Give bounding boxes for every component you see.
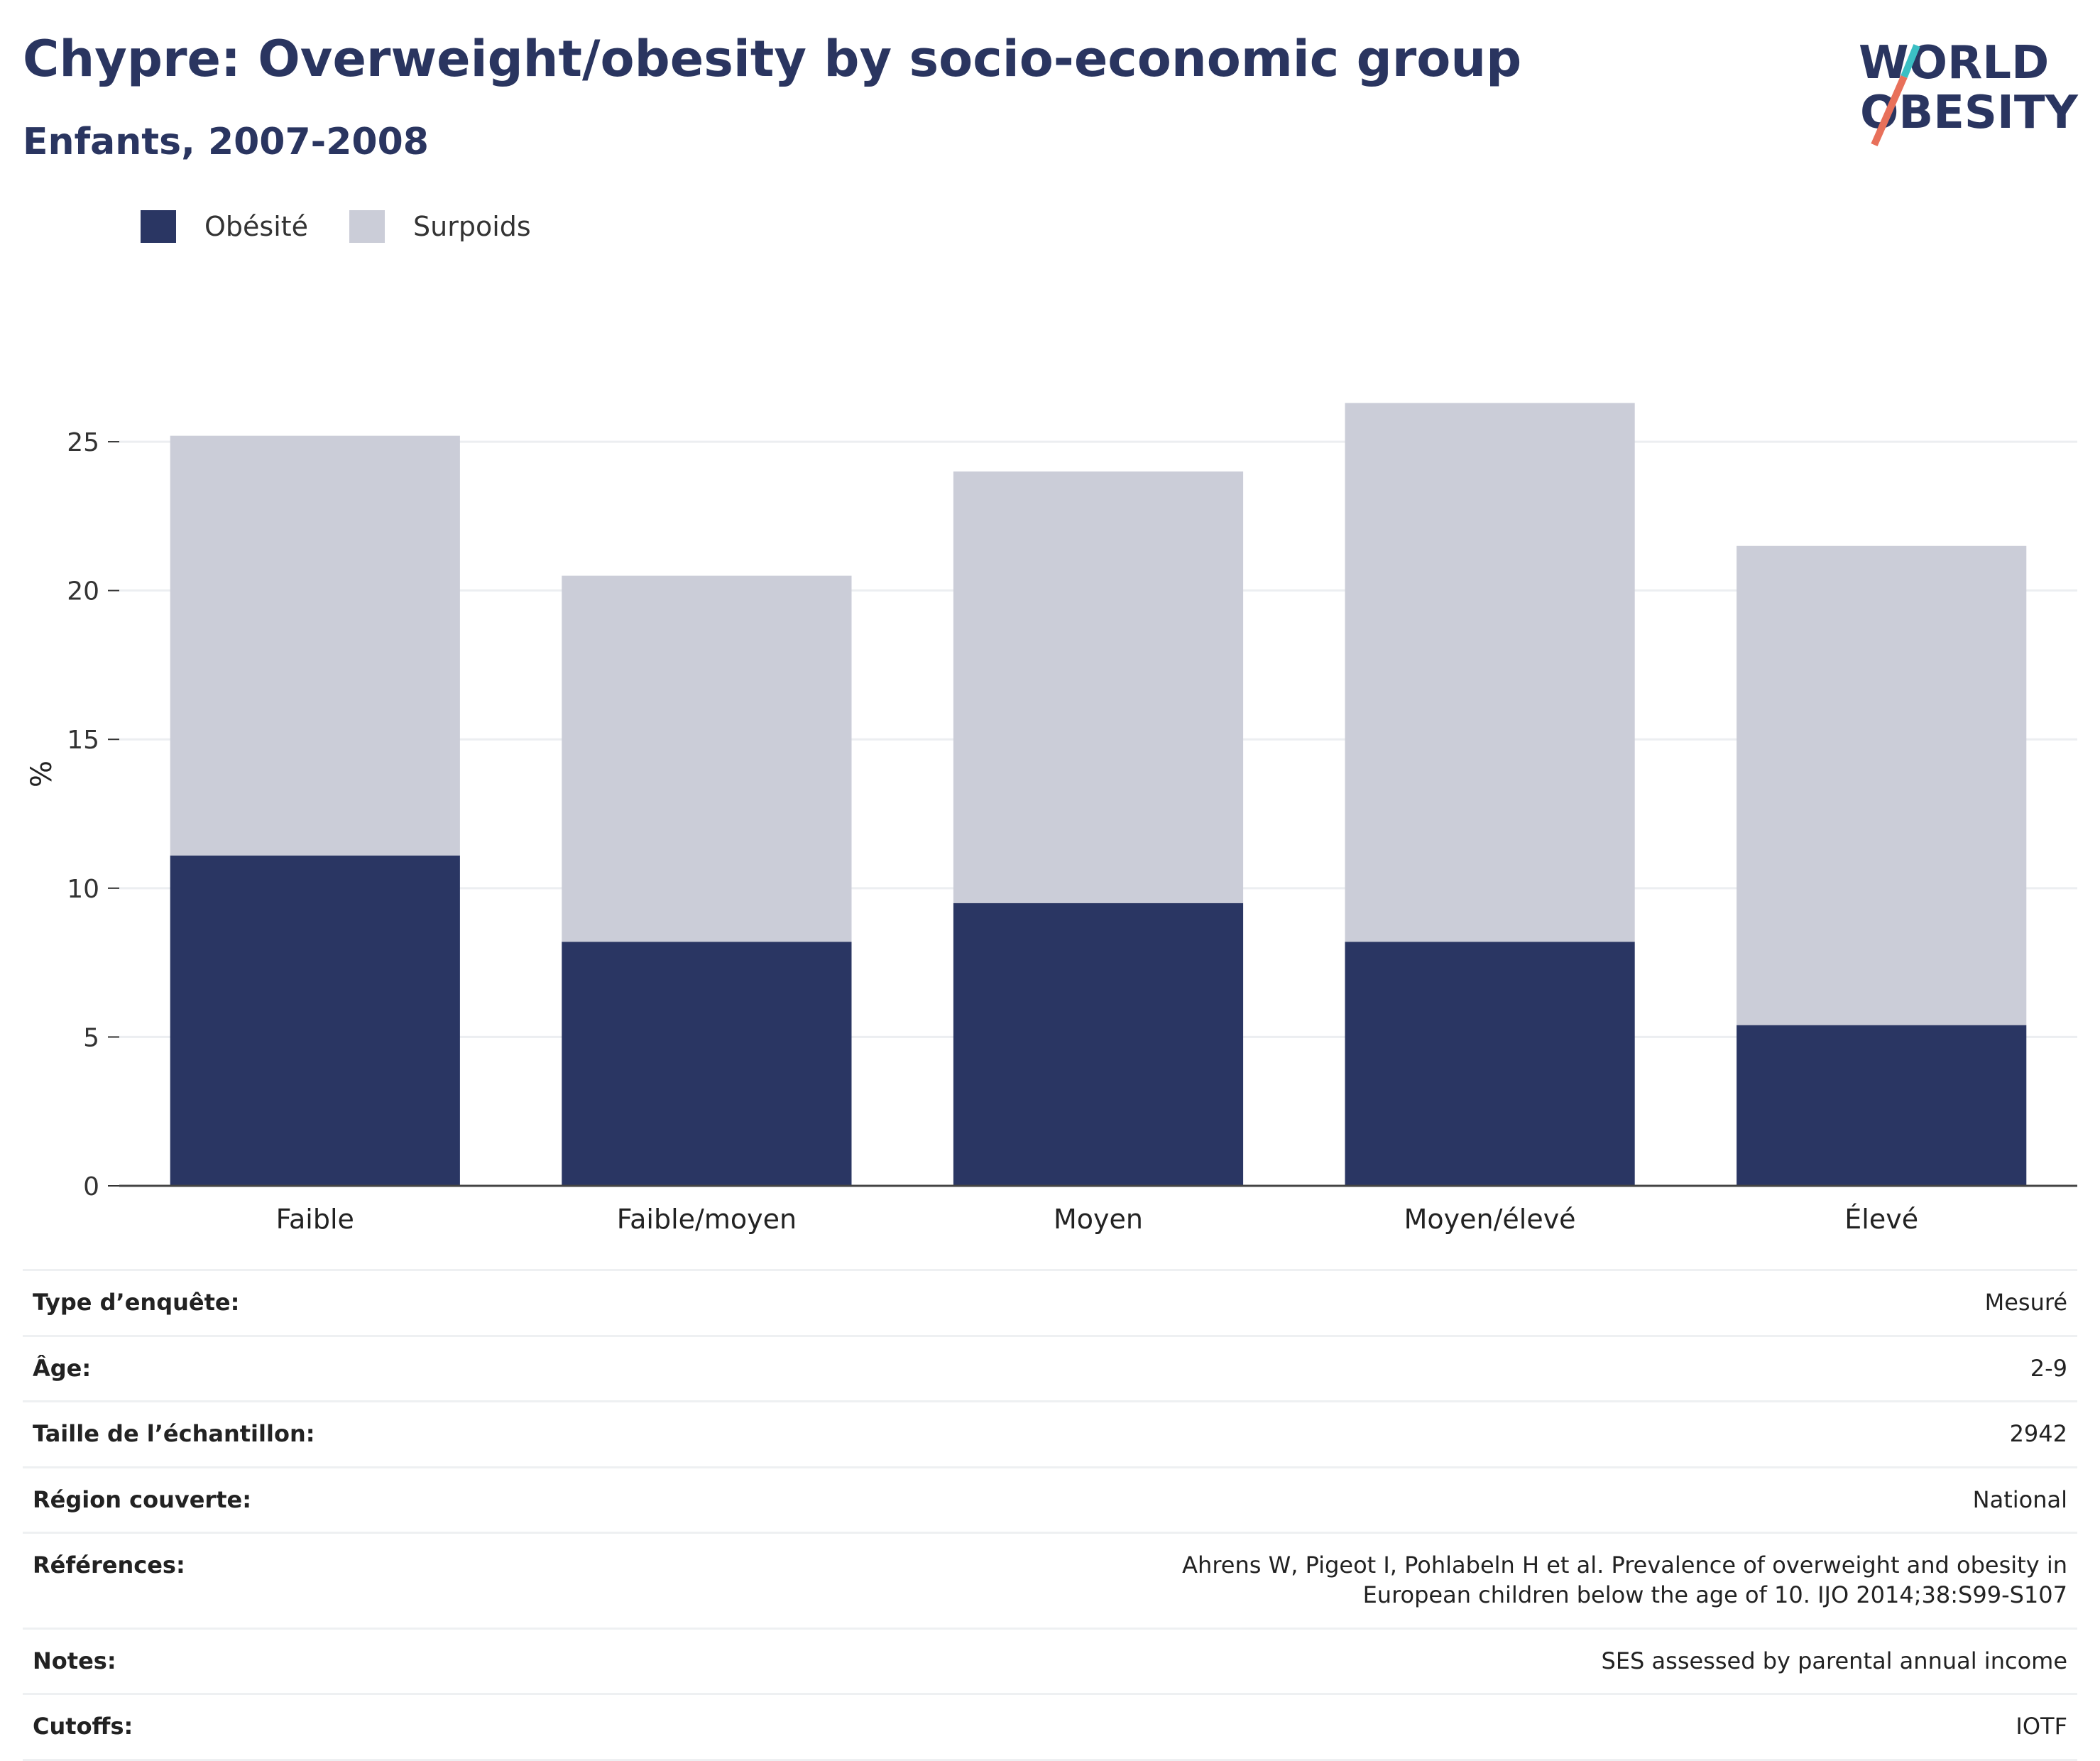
x-category-label: Élevé [1844,1204,1918,1235]
legend-swatch-overweight [349,210,385,243]
bar-chart: 0 5 10 15 20 25 Faible Faible/moyen Moyen Moyen/… [26,403,2077,1235]
x-category-label: Moyen/élevé [1404,1204,1576,1235]
bar-overweight-2[interactable] [953,471,1244,903]
bar-obesity-1[interactable] [562,942,852,1186]
details-label: Âge: [23,1334,469,1402]
y-tick-label: 15 [67,726,99,755]
y-tick-label: 20 [67,577,99,606]
details-label: Cutoffs: [23,1693,469,1761]
legend-swatch-obesity [141,210,176,243]
details-row: Taille de l’échantillon: 2942 [23,1400,2077,1468]
bar-overweight-4[interactable] [1737,545,2027,1025]
details-row: Notes: SES assessed by parental annual in… [23,1627,2077,1694]
y-tick-label: 5 [83,1023,99,1052]
details-value: National [469,1466,2077,1533]
y-axis-title: % [26,760,58,787]
details-row: Âge: 2-9 [23,1334,2077,1402]
x-axis-labels: Faible Faible/moyen Moyen Moyen/élevé Élevé [276,1204,1918,1235]
details-value: Ahrens W, Pigeot I, Pohlabeln H et al. P… [469,1532,2077,1629]
details-row: Cutoffs: IOTF [23,1693,2077,1761]
legend-label-overweight: Surpoids [413,211,531,242]
details-label: Type d’enquête: [23,1269,469,1336]
legend-label-obesity: Obésité [204,211,309,242]
details-label: Région couverte: [23,1466,469,1533]
bar-overweight-1[interactable] [562,575,852,942]
details-label: Références: [23,1532,469,1629]
details-label: Notes: [23,1627,469,1694]
y-axis-ticks: 0 5 10 15 20 25 [67,428,2077,1201]
chart-subtitle: Enfants, 2007-2008 [23,121,429,163]
details-row: Références: Ahrens W, Pigeot I, Pohlabeln… [23,1532,2077,1629]
bars [170,403,2027,1186]
chart-title: Chypre: Overweight/obesity by socio-econ… [23,30,1522,88]
logo-line1: WORLD [1859,37,2049,89]
y-tick-label: 0 [83,1172,99,1201]
details-label: Taille de l’échantillon: [23,1400,469,1468]
details-value: SES assessed by parental annual income [469,1627,2077,1694]
bar-overweight-3[interactable] [1345,403,1635,942]
bar-obesity-3[interactable] [1345,942,1635,1186]
logo-slash-top [1901,44,1920,78]
legend: Obésité Surpoids [141,210,572,243]
legend-item-overweight[interactable]: Surpoids [349,210,531,243]
y-tick-label: 25 [67,428,99,457]
x-category-label: Faible/moyen [617,1204,797,1235]
details-row: Type d’enquête: Mesuré [23,1269,2077,1336]
details-row: Région couverte: National [23,1466,2077,1533]
bar-obesity-2[interactable] [953,903,1244,1186]
world-obesity-logo: WORLD OBESITY [1859,37,2078,147]
y-tick-label: 10 [67,875,99,904]
bar-obesity-0[interactable] [170,855,460,1186]
x-category-label: Moyen [1054,1204,1143,1235]
details-value: IOTF [469,1693,2077,1761]
details-value: 2-9 [469,1334,2077,1402]
details-value: Mesuré [469,1269,2077,1336]
logo-slash-bottom [1871,75,1908,147]
bar-overweight-0[interactable] [170,435,460,856]
details-table: Type d’enquête: Mesuré Âge: 2-9 Taille de l’… [23,1269,2077,1761]
x-category-label: Faible [276,1204,354,1235]
details-value: 2942 [469,1400,2077,1468]
bar-obesity-4[interactable] [1737,1025,2027,1186]
legend-item-obesity[interactable]: Obésité [141,210,308,243]
